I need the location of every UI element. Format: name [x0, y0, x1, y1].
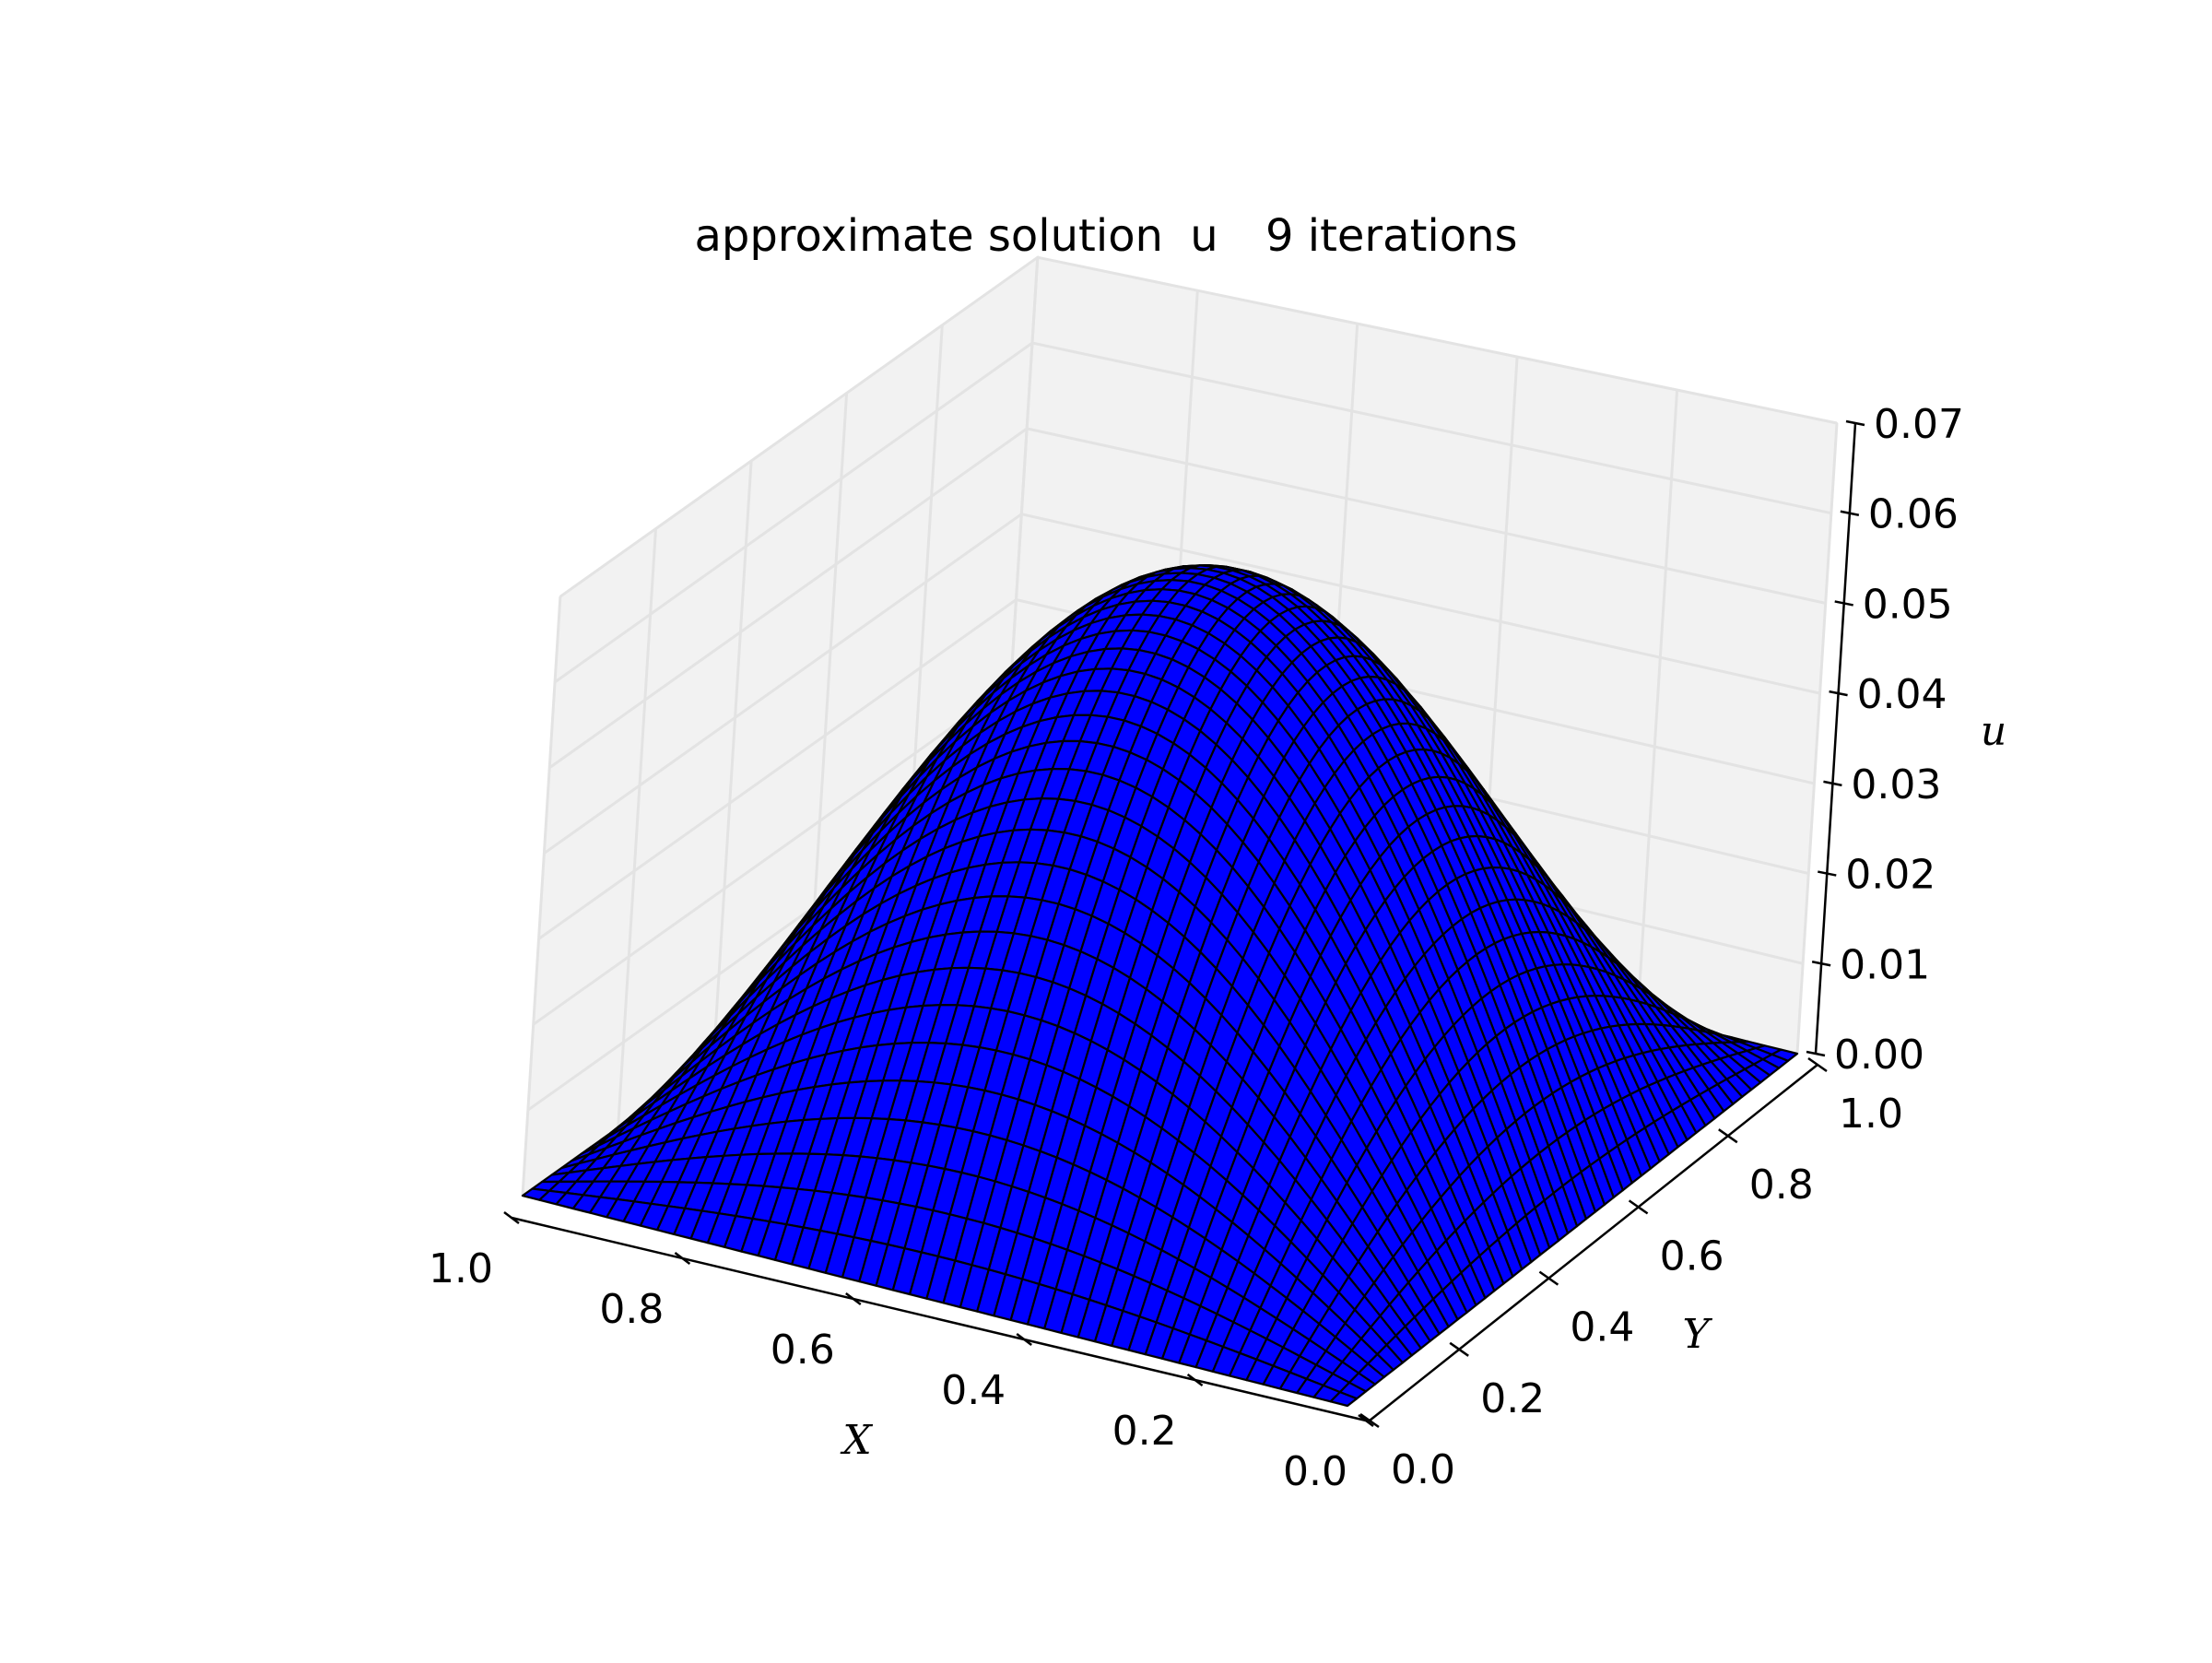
tick-marks [503, 419, 1865, 1429]
y-tick-label: 1.0 [1839, 1091, 1903, 1138]
x-axis-label: X [840, 1417, 873, 1464]
y-tick [1628, 1199, 1649, 1215]
y-axis-label: Y [1682, 1311, 1712, 1358]
title-text: approximate solution [694, 210, 1163, 262]
z-tick [1823, 780, 1842, 787]
x-tick-label: 1.0 [429, 1245, 493, 1292]
y-tick-label: 0.4 [1570, 1304, 1634, 1351]
x-tick-label: 0.0 [1283, 1448, 1347, 1495]
x-tick-label: 0.2 [1112, 1408, 1177, 1455]
z-axis-label: u [1981, 708, 2006, 755]
z-tick-label: 0.00 [1834, 1032, 1924, 1079]
x-tick [503, 1211, 520, 1224]
z-tick-label: 0.05 [1863, 581, 1953, 628]
x-tick-label: 0.4 [941, 1367, 1006, 1414]
tick-labels: 0.0 0.2 0.4 0.6 0.8 1.0 0.0 0.2 0.4 0.6 0.8 1.0 0.00… [429, 401, 1964, 1495]
z-tick [1845, 419, 1865, 427]
z-axis-line [1814, 422, 1857, 1055]
z-tick-label: 0.06 [1868, 491, 1959, 538]
x-tick-label: 0.6 [771, 1327, 835, 1374]
z-tick-label: 0.01 [1840, 941, 1930, 988]
z-tick [1829, 690, 1848, 697]
x-tick-label: 0.8 [599, 1286, 664, 1333]
y-tick-label: 0.2 [1480, 1375, 1545, 1422]
chart-title: approximate solution u 9 iterations [694, 210, 1517, 262]
y-tick [1718, 1128, 1738, 1144]
y-tick [1359, 1412, 1380, 1429]
z-tick-label: 0.03 [1851, 761, 1941, 808]
x-tick [1186, 1374, 1204, 1386]
y-tick-label: 0.6 [1660, 1233, 1724, 1280]
x-tick [674, 1252, 691, 1265]
z-tick [1818, 870, 1837, 877]
x-tick [1358, 1414, 1374, 1427]
z-tick [1840, 510, 1860, 516]
y-tick [1807, 1056, 1828, 1073]
y-tick [1538, 1270, 1559, 1286]
z-tick [1811, 961, 1831, 967]
z-tick-label: 0.02 [1845, 852, 1936, 899]
surface-face [1329, 1390, 1359, 1408]
y-axis-line [1369, 1064, 1818, 1421]
surface-mesh [521, 563, 1799, 1408]
title-suffix: 9 iterations [1265, 210, 1518, 262]
x-axis-line [511, 1216, 1367, 1422]
x-tick [1016, 1333, 1032, 1346]
title-symbol: u [1190, 210, 1218, 262]
z-tick-label: 0.07 [1874, 401, 1964, 448]
y-tick [1449, 1341, 1469, 1357]
axis-lines [511, 422, 1857, 1422]
x-tick [845, 1292, 862, 1305]
z-tick [1806, 1050, 1826, 1057]
y-tick-label: 0.0 [1391, 1446, 1455, 1493]
y-tick-label: 0.8 [1749, 1162, 1814, 1209]
z-tick-label: 0.04 [1857, 671, 1947, 718]
z-tick [1834, 600, 1853, 607]
